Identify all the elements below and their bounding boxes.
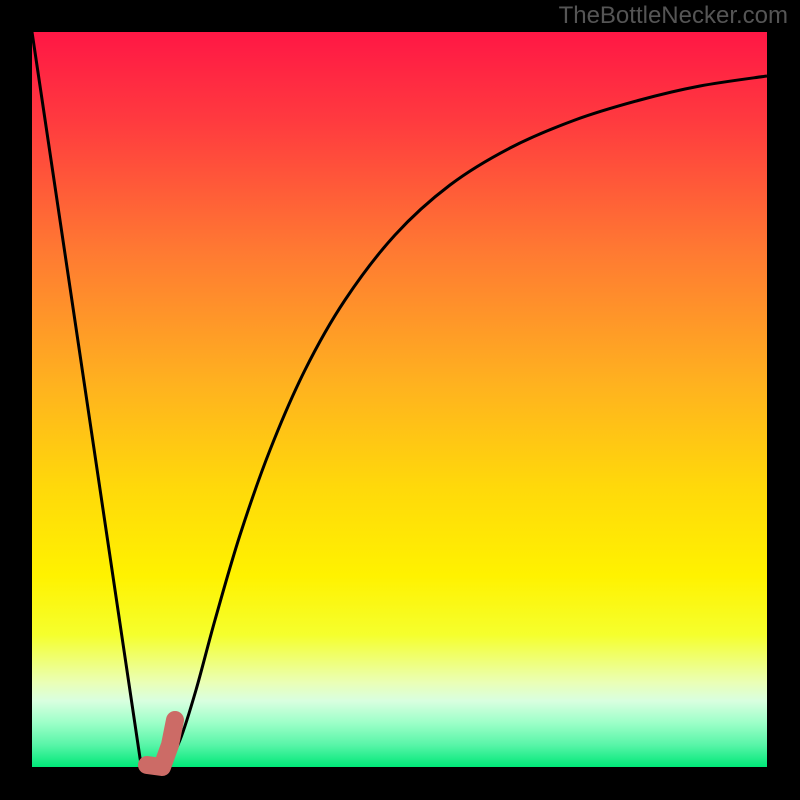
- chart-container: TheBottleNecker.com: [0, 0, 800, 800]
- watermark-text: TheBottleNecker.com: [559, 2, 788, 30]
- bottleneck-chart: [0, 0, 800, 800]
- chart-plot-bg: [32, 32, 767, 767]
